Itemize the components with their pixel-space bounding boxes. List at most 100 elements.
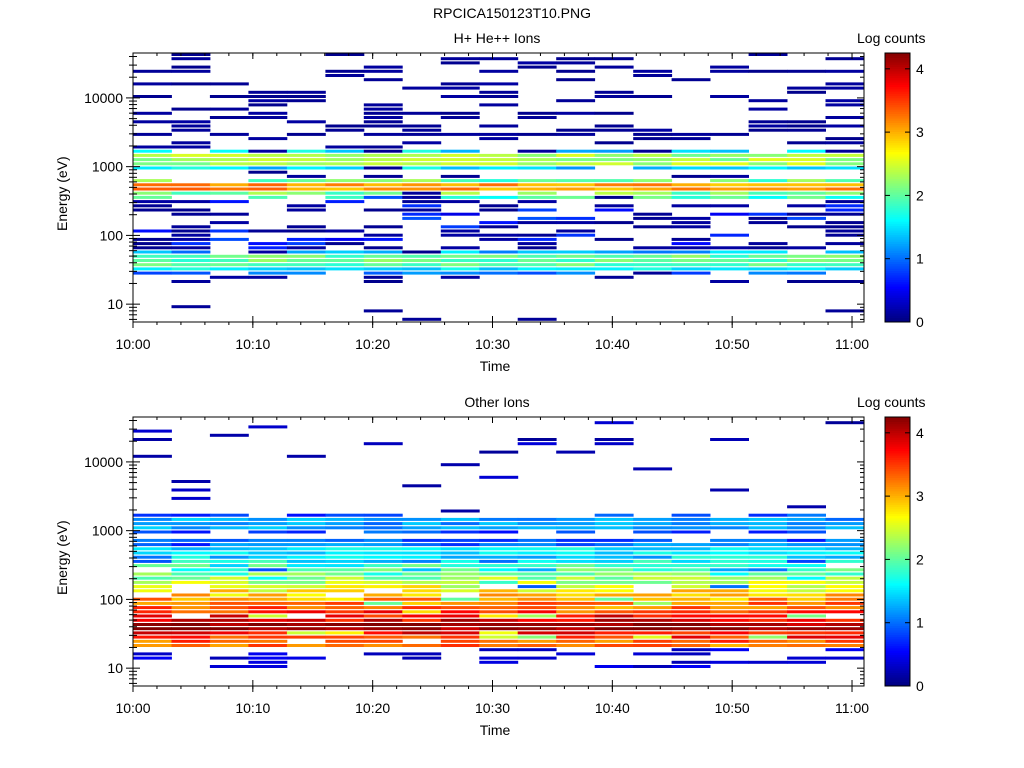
heatmap-cell: [633, 601, 673, 605]
heatmap-cell: [133, 111, 172, 115]
heatmap-cell: [787, 526, 826, 530]
heatmap-cell: [594, 195, 634, 199]
heatmap-cell: [248, 526, 288, 530]
heatmap-cell: [402, 484, 442, 488]
heatmap-cell: [402, 547, 442, 551]
heatmap-cell: [209, 158, 249, 162]
heatmap-cell: [171, 572, 211, 576]
heatmap-cell: [748, 107, 788, 111]
heatmap-cell: [133, 254, 172, 258]
heatmap-cell: [133, 267, 172, 271]
colorbar-segment: [885, 256, 910, 260]
colorbar-segment: [885, 571, 910, 575]
heatmap-cell: [286, 618, 326, 622]
heatmap-cell: [248, 111, 288, 115]
heatmap-cell: [748, 589, 788, 593]
heatmap-cell: [286, 589, 326, 593]
heatmap-cell: [671, 618, 711, 622]
colorbar-frame: [884, 416, 911, 687]
heatmap-cell: [171, 267, 211, 271]
heatmap-cell: [479, 656, 519, 660]
y-tick-label: 10: [107, 296, 123, 312]
heatmap-cell: [133, 601, 172, 605]
heatmap-cell: [479, 233, 519, 237]
heatmap-cell: [440, 61, 480, 65]
heatmap-cell: [248, 242, 288, 246]
heatmap-cell: [402, 606, 442, 610]
heatmap-cell: [133, 547, 172, 551]
heatmap-cell: [594, 95, 634, 98]
heatmap-cell: [556, 162, 596, 166]
heatmap-cell: [825, 267, 865, 271]
heatmap-cell: [209, 162, 249, 166]
heatmap-cell: [594, 627, 634, 631]
heatmap-cell: [363, 631, 403, 635]
y-tick-label: 10: [107, 660, 123, 676]
heatmap-cell: [133, 538, 172, 542]
heatmap-cell: [594, 572, 634, 576]
heatmap-cell: [325, 259, 365, 262]
heatmap-cell: [286, 656, 326, 660]
heatmap-cell: [325, 589, 365, 593]
heatmap-cell: [171, 480, 211, 483]
heatmap-cell: [171, 576, 211, 580]
heatmap-cell: [402, 543, 442, 547]
heatmap-cell: [748, 254, 788, 258]
heatmap-cell: [710, 259, 749, 262]
heatmap-cell: [209, 589, 249, 593]
heatmap-cell: [748, 627, 788, 631]
heatmap-cell: [133, 120, 172, 124]
colorbar-segment: [885, 679, 910, 683]
heatmap-cell: [248, 137, 288, 141]
colorbar-segment: [885, 317, 910, 321]
heatmap-cell: [787, 530, 826, 534]
heatmap-cell: [556, 564, 596, 568]
heatmap-cell: [171, 225, 211, 229]
heatmap-cell: [440, 111, 480, 115]
heatmap-cell: [479, 57, 519, 61]
colorbar-segment: [885, 455, 910, 458]
heatmap-cell: [556, 216, 596, 220]
x-tick-label: 10:00: [115, 336, 150, 352]
heatmap-cell: [325, 572, 365, 576]
colorbar-segment: [885, 194, 910, 197]
heatmap-cell: [133, 639, 172, 643]
colorbar-segment: [885, 437, 910, 440]
heatmap-cell: [171, 555, 211, 559]
heatmap-cell: [133, 559, 172, 563]
heatmap-cell: [363, 78, 403, 82]
colorbar-segment: [885, 252, 910, 256]
heatmap-cell: [209, 183, 249, 187]
colorbar-segment: [885, 218, 910, 222]
heatmap-cell: [633, 522, 673, 526]
heatmap-cell: [633, 153, 673, 157]
heatmap-cell: [825, 631, 865, 635]
heatmap-cell: [517, 580, 557, 584]
heatmap-cell: [479, 259, 519, 262]
heatmap-cell: [402, 555, 442, 559]
heatmap-cell: [248, 614, 288, 618]
heatmap-cell: [133, 585, 172, 589]
heatmap-cell: [209, 559, 249, 563]
heatmap-cell: [671, 564, 711, 568]
heatmap-cell: [748, 513, 788, 517]
heatmap-cell: [748, 250, 788, 254]
heatmap-cell: [286, 208, 326, 212]
colorbar-segment: [885, 652, 910, 656]
colorbar-segment: [885, 279, 910, 283]
heatmap-cell: [633, 187, 673, 191]
heatmap-cell: [171, 153, 211, 157]
heatmap-cell: [671, 597, 711, 601]
heatmap-cell: [517, 166, 557, 170]
colorbar-segment: [885, 79, 910, 83]
x-axis-label-bottom: Time: [479, 722, 511, 738]
heatmap-cell: [248, 250, 288, 254]
heatmap-cell: [286, 530, 326, 534]
colorbar-segment: [885, 290, 910, 294]
heatmap-cell: [825, 618, 865, 622]
heatmap-cell: [787, 158, 826, 162]
colorbar-segment: [885, 245, 910, 249]
heatmap-cell: [748, 69, 788, 73]
heatmap-cell: [825, 623, 865, 626]
colorbar-segment: [885, 683, 910, 687]
